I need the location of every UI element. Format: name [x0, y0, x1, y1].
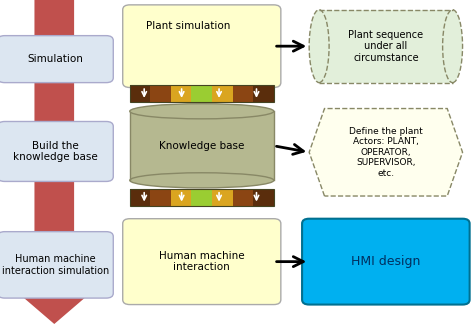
- Bar: [130, 189, 274, 206]
- Bar: [151, 189, 171, 206]
- FancyBboxPatch shape: [123, 219, 281, 305]
- Text: Plant simulation: Plant simulation: [146, 21, 231, 31]
- Text: Build the
knowledge base: Build the knowledge base: [13, 141, 98, 162]
- Text: Human machine
interaction: Human machine interaction: [159, 251, 244, 272]
- Bar: [171, 189, 192, 206]
- Polygon shape: [20, 0, 88, 324]
- Bar: [319, 10, 453, 83]
- Bar: [212, 85, 233, 102]
- Bar: [171, 85, 192, 102]
- Ellipse shape: [130, 104, 274, 119]
- Text: Human machine
interaction simulation: Human machine interaction simulation: [2, 254, 109, 276]
- FancyBboxPatch shape: [123, 5, 281, 87]
- Bar: [130, 189, 151, 206]
- Bar: [130, 85, 274, 102]
- Ellipse shape: [130, 173, 274, 188]
- Bar: [253, 189, 274, 206]
- Text: Define the plant
Actors: PLANT,
OPERATOR,
SUPERVISOR,
etc.: Define the plant Actors: PLANT, OPERATOR…: [349, 127, 423, 178]
- Polygon shape: [309, 109, 463, 196]
- Text: Plant sequence
under all
circumstance: Plant sequence under all circumstance: [348, 29, 423, 63]
- Bar: [130, 85, 151, 102]
- Bar: [253, 85, 274, 102]
- Bar: [233, 189, 253, 206]
- FancyBboxPatch shape: [0, 232, 113, 298]
- Bar: [130, 111, 274, 180]
- Text: Simulation: Simulation: [27, 54, 84, 64]
- Bar: [233, 85, 253, 102]
- Bar: [212, 189, 233, 206]
- Ellipse shape: [309, 10, 329, 83]
- Bar: [192, 85, 212, 102]
- Bar: [192, 189, 212, 206]
- FancyBboxPatch shape: [0, 122, 113, 181]
- Ellipse shape: [443, 10, 463, 83]
- Bar: [151, 85, 171, 102]
- FancyBboxPatch shape: [0, 36, 113, 83]
- Text: HMI design: HMI design: [351, 255, 421, 268]
- Text: Knowledge base: Knowledge base: [159, 141, 244, 151]
- FancyBboxPatch shape: [302, 219, 470, 305]
